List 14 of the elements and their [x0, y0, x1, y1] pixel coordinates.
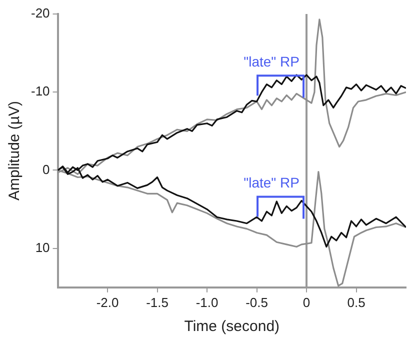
y-tick-label: 0	[42, 162, 50, 177]
annotation: "late" RP	[244, 174, 300, 191]
y-axis-title: Amplitude (µV)	[6, 100, 24, 200]
x-tick-label: 0.5	[347, 294, 366, 310]
y-tick-label: -10	[30, 84, 50, 99]
annotation: "late" RP	[244, 53, 300, 70]
y-tick-label: -20	[30, 6, 50, 21]
x-tick-label: 0	[302, 294, 310, 310]
x-axis-title: Time (second)	[184, 318, 280, 336]
x-tick-label: -1.0	[196, 294, 218, 310]
x-tick-label: -1.5	[146, 294, 168, 310]
x-tick-label: -0.5	[246, 294, 268, 310]
y-tick-label: 10	[35, 240, 50, 255]
x-tick-label: -2.0	[96, 294, 119, 310]
